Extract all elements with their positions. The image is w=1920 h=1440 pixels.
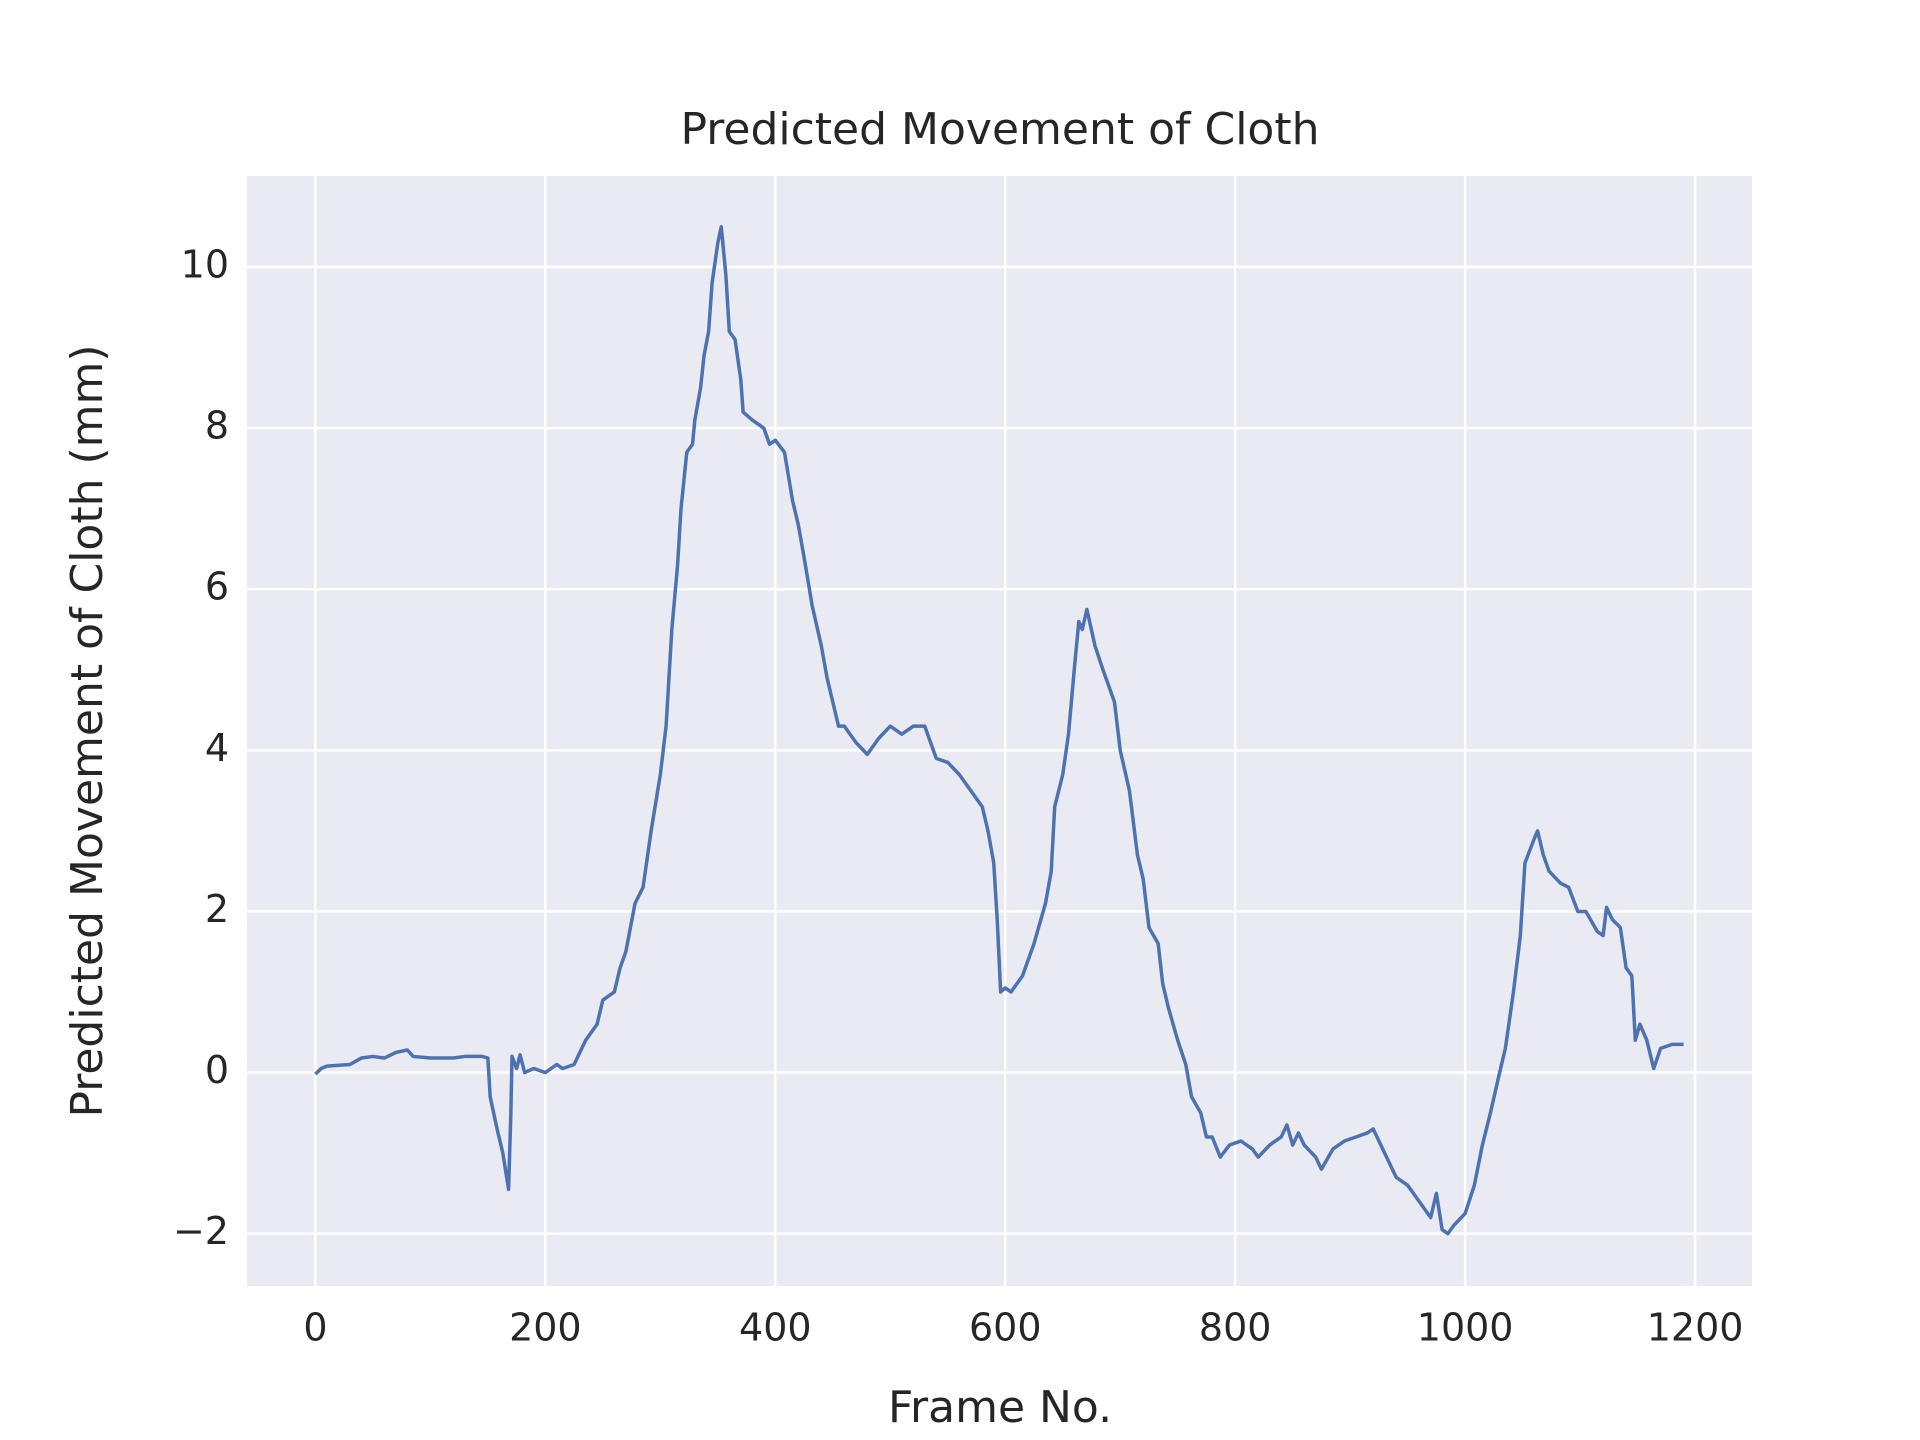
- x-tick-label: 1000: [1417, 1306, 1514, 1350]
- y-tick-label: 8: [205, 404, 229, 448]
- y-tick-label: 4: [205, 726, 229, 770]
- x-tick-label: 1200: [1647, 1306, 1744, 1350]
- x-tick-label: 600: [969, 1306, 1042, 1350]
- x-tick-label: 0: [303, 1306, 327, 1350]
- y-tick-label: 10: [181, 243, 229, 287]
- x-tick-label: 200: [509, 1306, 582, 1350]
- y-tick-label: 6: [205, 565, 229, 609]
- data-line: [314, 225, 1684, 1236]
- chart-title: Predicted Movement of Cloth: [681, 104, 1320, 155]
- x-axis-label: Frame No.: [888, 1382, 1112, 1433]
- x-tick-label: 400: [739, 1306, 812, 1350]
- y-tick-label: 2: [205, 887, 229, 931]
- y-axis-label: Predicted Movement of Cloth (mm): [62, 344, 113, 1117]
- plot-background: [247, 176, 1752, 1286]
- y-tick-label: −2: [173, 1209, 229, 1253]
- x-tick-label: 800: [1199, 1306, 1272, 1350]
- y-tick-label: 0: [205, 1048, 229, 1092]
